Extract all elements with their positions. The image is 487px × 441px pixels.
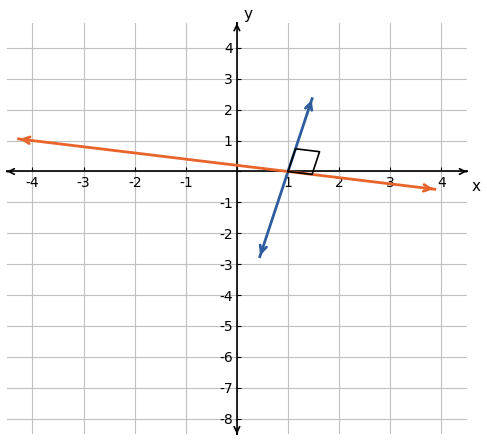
Text: x: x [472,179,481,194]
Text: y: y [243,7,252,22]
